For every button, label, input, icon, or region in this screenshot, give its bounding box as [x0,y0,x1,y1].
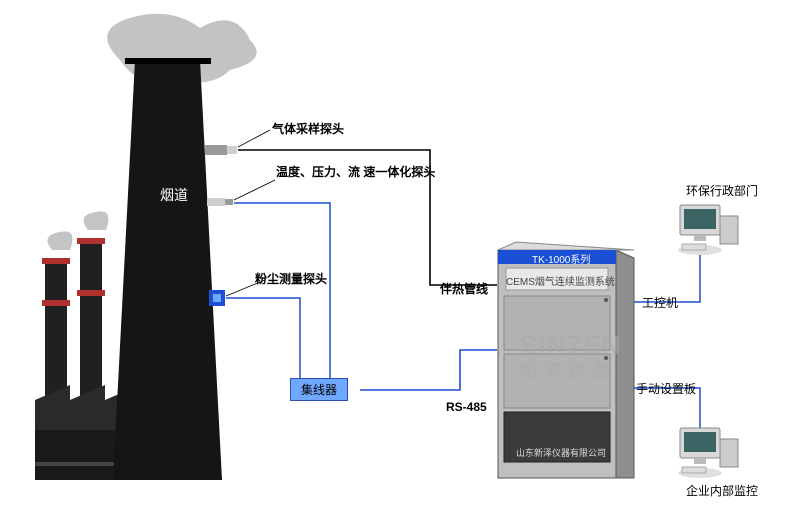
factory-building [35,385,215,480]
label-ipc: 工控机 [642,294,678,311]
pc-corp [678,428,738,478]
watermark-en: SINZEN [520,330,621,360]
label-heated-line: 伴热管线 [440,280,488,297]
label-panel: 手动设置板 [636,380,696,397]
cabinet-series: TK-1000系列 [532,251,590,266]
stack-label: 烟道 [160,187,188,203]
label-tps-probe: 温度、压力、流 速一体化探头 [276,165,435,179]
pc-gov [678,205,738,255]
cabinet-subtitle: CEMS烟气连续监测系统 [506,273,615,288]
watermark: SINZEN 新泽仪器 [520,330,621,383]
label-gov: 环保行政部门 [686,182,758,199]
diagram-canvas: 烟道 [0,0,800,509]
label-rs485: RS-485 [446,400,487,414]
line-rs485 [360,350,497,390]
label-dust-probe: 粉尘测量探头 [255,270,327,287]
label-corp: 企业内部监控 [686,482,758,499]
line-dust [226,298,300,380]
bg-chimneys [42,211,108,410]
watermark-cn: 新泽仪器 [520,357,621,383]
line-tps [234,203,330,380]
main-stack [113,58,237,480]
smoke-plume [107,14,257,83]
cabinet-footer: 山东新泽仪器有限公司 [516,446,606,459]
hub-box: 集线器 [290,378,348,401]
label-gas-probe: 气体采样探头 [272,120,344,137]
